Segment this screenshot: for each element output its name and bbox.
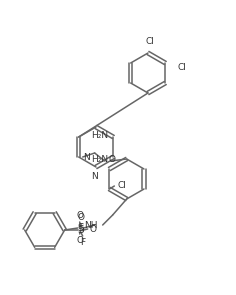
Text: O: O — [109, 155, 116, 165]
Text: O: O — [90, 224, 97, 234]
Text: N: N — [83, 153, 89, 161]
Text: S: S — [77, 225, 84, 235]
Text: F: F — [80, 238, 85, 247]
Text: NH: NH — [84, 220, 98, 230]
Text: H₂N: H₂N — [91, 130, 108, 140]
Text: Cl: Cl — [146, 37, 154, 46]
Text: Cl: Cl — [177, 63, 186, 73]
Text: O: O — [77, 213, 84, 222]
Text: O: O — [76, 236, 83, 245]
Text: N: N — [91, 172, 97, 181]
Text: H₂N: H₂N — [91, 155, 108, 163]
Text: S: S — [77, 223, 84, 233]
Text: O: O — [76, 211, 83, 220]
Text: Cl: Cl — [117, 181, 126, 189]
